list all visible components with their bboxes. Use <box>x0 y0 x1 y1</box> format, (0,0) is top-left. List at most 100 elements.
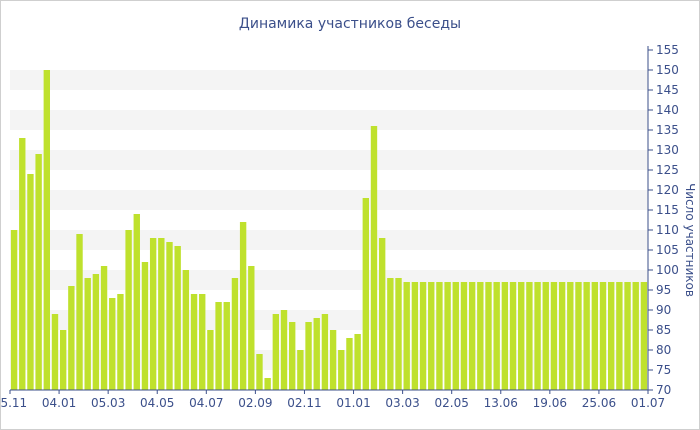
bar <box>272 314 280 390</box>
chart-title: Динамика участников беседы <box>239 16 461 32</box>
bar <box>411 282 419 390</box>
bar <box>321 314 329 390</box>
bar <box>632 282 639 390</box>
bar <box>109 298 116 390</box>
grid-band <box>10 70 648 90</box>
bar <box>158 238 165 390</box>
bar <box>223 302 230 390</box>
bar <box>452 282 459 390</box>
x-tick-label: 19.06 <box>533 396 567 410</box>
x-tick-label: 13.06 <box>484 396 518 410</box>
bar <box>215 302 222 390</box>
x-tick-label: 05.03 <box>91 396 125 410</box>
bar <box>76 234 83 390</box>
bar <box>346 338 353 390</box>
bar <box>387 278 394 390</box>
x-tick-label: 04.01 <box>42 396 76 410</box>
bar <box>534 282 541 390</box>
bar <box>141 262 149 390</box>
bar <box>567 282 574 390</box>
bar <box>68 286 75 390</box>
bar <box>485 282 492 390</box>
x-tick-label: 01.01 <box>336 396 370 410</box>
bar <box>35 154 42 390</box>
bar <box>174 246 181 390</box>
bar <box>231 278 239 390</box>
bar <box>59 330 67 390</box>
bar <box>444 282 451 390</box>
bar <box>542 282 549 390</box>
y-tick-label: 110 <box>656 223 679 237</box>
bar <box>182 270 190 390</box>
bar <box>280 310 288 390</box>
bar <box>199 294 206 390</box>
bar <box>624 282 631 390</box>
y-tick-label: 95 <box>656 283 671 297</box>
y-tick-label: 90 <box>656 303 671 317</box>
bar <box>27 174 34 390</box>
y-tick-label: 70 <box>656 383 671 397</box>
bar <box>19 138 26 390</box>
bar <box>362 198 369 390</box>
x-tick-label: 25.06 <box>582 396 616 410</box>
bar <box>43 70 50 390</box>
bar <box>583 282 590 390</box>
x-tick-label: 04.07 <box>189 396 223 410</box>
x-tick-label: 02.09 <box>238 396 272 410</box>
y-tick-label: 140 <box>656 103 679 117</box>
bar <box>608 282 615 390</box>
y-tick-label: 115 <box>656 203 679 217</box>
y-tick-label: 145 <box>656 83 679 97</box>
bar <box>305 322 312 390</box>
bar <box>329 330 337 390</box>
bar <box>239 222 247 390</box>
x-tick-label: 05.11 <box>0 396 27 410</box>
y-tick-label: 155 <box>656 43 679 57</box>
x-tick-label: 04.05 <box>140 396 174 410</box>
y-tick-label: 85 <box>656 323 671 337</box>
y-tick-label: 135 <box>656 123 679 137</box>
y-axis-label: Число участников <box>683 183 697 297</box>
bar <box>264 378 271 390</box>
bar <box>378 238 386 390</box>
bar <box>477 282 484 390</box>
bar <box>84 278 91 390</box>
bar <box>117 294 124 390</box>
bar <box>640 282 648 390</box>
grid-band <box>10 110 648 130</box>
bar <box>591 282 599 390</box>
y-tick-label: 80 <box>656 343 671 357</box>
bar <box>149 238 157 390</box>
bar <box>436 282 443 390</box>
bar <box>518 282 525 390</box>
bar <box>313 318 320 390</box>
x-tick-label: 02.05 <box>435 396 469 410</box>
bar <box>207 330 214 390</box>
bar <box>289 322 296 390</box>
bar <box>125 230 132 390</box>
bar <box>616 282 623 390</box>
grid-band <box>10 230 648 250</box>
bar <box>297 350 304 390</box>
grid-band <box>10 150 648 170</box>
bar <box>256 354 263 390</box>
bar <box>468 282 476 390</box>
y-tick-label: 105 <box>656 243 679 257</box>
bar <box>92 274 100 390</box>
bar <box>460 282 468 390</box>
y-tick-label: 125 <box>656 163 679 177</box>
bar <box>100 266 108 390</box>
y-tick-label: 130 <box>656 143 679 157</box>
bar <box>419 282 427 390</box>
bar <box>509 282 517 390</box>
bar <box>501 282 509 390</box>
bar <box>338 350 345 390</box>
x-tick-label: 01.07 <box>631 396 665 410</box>
bar <box>575 282 582 390</box>
bar <box>166 242 173 390</box>
bar <box>10 230 18 390</box>
y-tick-label: 150 <box>656 63 679 77</box>
bar <box>550 282 558 390</box>
grid-band <box>10 190 648 210</box>
